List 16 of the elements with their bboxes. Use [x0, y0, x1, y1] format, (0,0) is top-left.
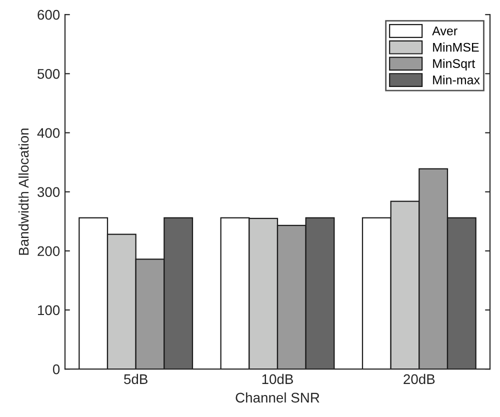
y-tick-label: 600	[38, 10, 60, 20]
y-tick-label: 400	[37, 128, 60, 138]
legend-label: MinSqrt	[433, 58, 476, 70]
x-tick-label: 5dB	[124, 374, 148, 384]
y-tick-label: 200	[38, 246, 60, 256]
x-tick-label: 20dB	[404, 374, 435, 384]
y-tick-label: 500	[38, 69, 60, 79]
legend-label: MinMSE	[433, 42, 479, 52]
legend-label: Aver	[432, 26, 458, 36]
y-tick-label: 300	[38, 187, 60, 197]
y-axis-title: Bandwidth Allocation	[18, 128, 29, 255]
x-axis-title: Channel SNR	[236, 392, 320, 403]
x-tick-label: 10dB	[262, 374, 293, 384]
legend-label: Min-max	[433, 75, 480, 84]
y-tick-label: 100	[38, 305, 60, 316]
y-tick-label: 0	[52, 364, 60, 374]
